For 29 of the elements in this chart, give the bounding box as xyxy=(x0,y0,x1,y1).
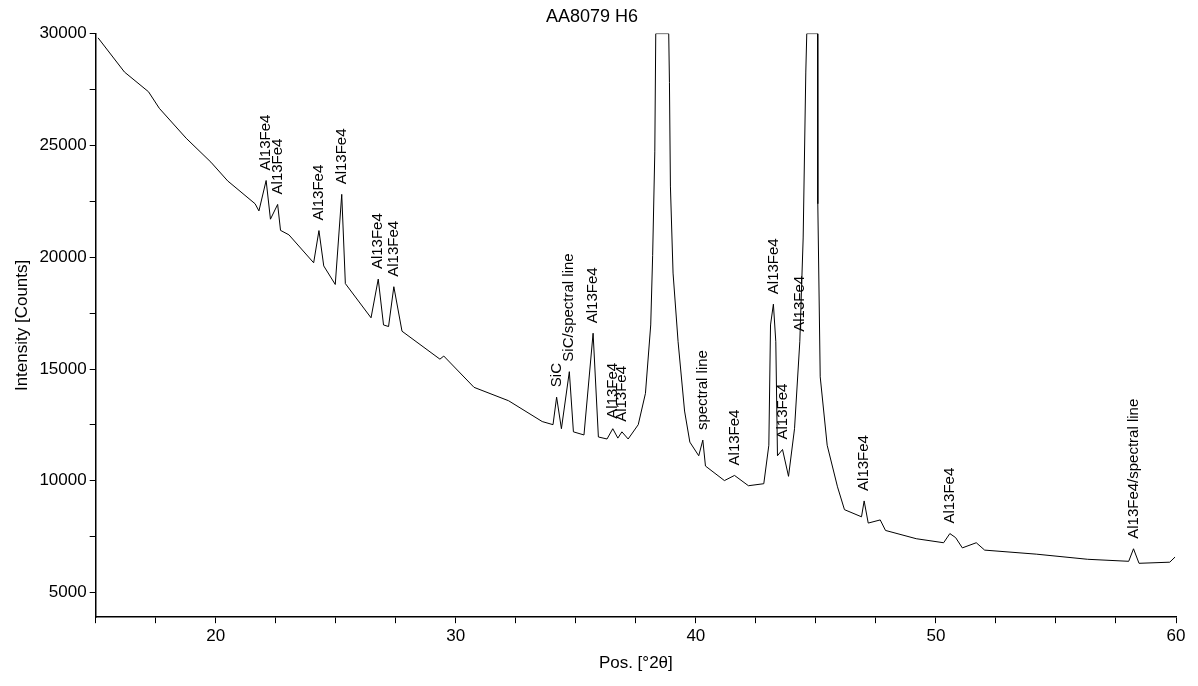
annotation: Al13Fe4/spectral line xyxy=(1123,398,1141,539)
annotation: Al13Fe4 xyxy=(331,128,349,185)
y-tick-label: 15000 xyxy=(39,358,87,378)
annotation: Al13Fe4 xyxy=(772,383,790,440)
x-axis-title: Pos. [°2θ] xyxy=(598,653,673,673)
x-tick-label: 60 xyxy=(1166,626,1186,646)
x-tick-label: 20 xyxy=(206,626,226,646)
y-tick-label: 20000 xyxy=(39,246,87,266)
annotation: Al13Fe4 xyxy=(368,213,386,270)
chart-title: AA8079 H6 xyxy=(545,5,639,26)
y-tick-label: 25000 xyxy=(39,135,87,155)
y-tick-label: 30000 xyxy=(39,23,87,43)
y-axis-title: Intensity [Counts] xyxy=(11,259,31,392)
annotation: Al13Fe4 xyxy=(939,467,957,524)
annotation: Al13Fe4 xyxy=(309,164,327,221)
x-tick-label: 50 xyxy=(926,626,946,646)
x-tick-label: 30 xyxy=(446,626,466,646)
y-tick-label: 5000 xyxy=(48,582,87,602)
annotation: Al13Fe4 xyxy=(724,409,742,466)
annotation: Al13Fe4 xyxy=(854,435,872,491)
y-tick-label: 10000 xyxy=(39,470,87,490)
annotation: spectral line xyxy=(692,350,710,431)
annotation: SiC xyxy=(546,362,564,388)
annotation: Al13Fe4 xyxy=(583,267,601,324)
annotation: Al13Fe4 xyxy=(789,275,807,332)
x-tick-label: 40 xyxy=(686,626,706,646)
annotation: SiC/spectral line xyxy=(559,253,577,362)
annotation: Al13Fe4 xyxy=(383,220,401,277)
annotation: Al13Fe4 xyxy=(763,238,781,295)
